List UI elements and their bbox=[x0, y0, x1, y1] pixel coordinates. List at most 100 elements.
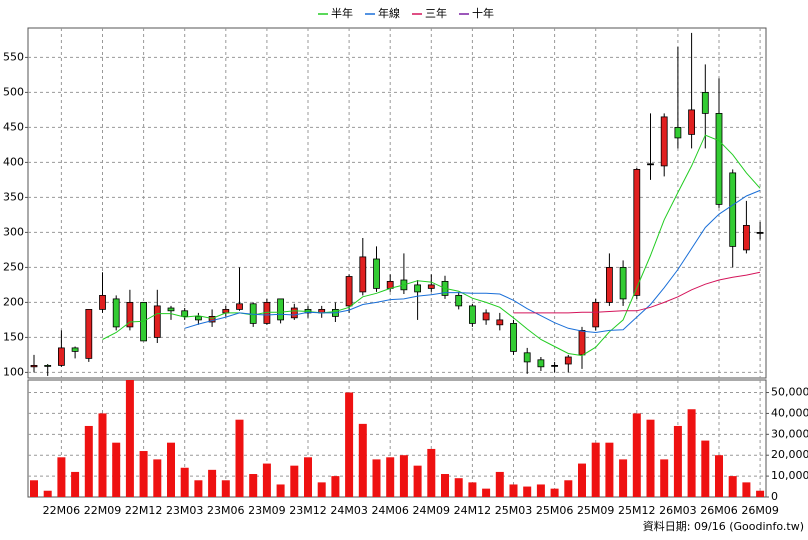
volume-bar bbox=[386, 457, 395, 497]
candle-body bbox=[496, 319, 504, 326]
candle-body bbox=[373, 258, 380, 289]
x-tick-label: 23M12 bbox=[289, 504, 327, 517]
volume-bar bbox=[290, 465, 299, 497]
y2-tick-label: 30,000 bbox=[771, 427, 808, 440]
candle-body bbox=[551, 364, 558, 367]
candle-body bbox=[482, 312, 490, 321]
x-tick-label: 22M12 bbox=[125, 504, 163, 517]
volume-bar bbox=[358, 423, 367, 497]
candle-body bbox=[619, 266, 627, 300]
candle-body bbox=[606, 266, 613, 303]
y2-tick-label: 20,000 bbox=[771, 448, 808, 461]
candle-body bbox=[578, 329, 586, 356]
candle-body bbox=[236, 303, 243, 310]
volume-panel bbox=[27, 379, 767, 498]
volume-bar bbox=[632, 413, 641, 497]
volume-bar bbox=[345, 392, 354, 497]
volume-bar bbox=[331, 476, 340, 497]
y-tick-label: 350 bbox=[3, 190, 24, 203]
volume-bar bbox=[728, 476, 737, 497]
y2-tick-label: 0 bbox=[771, 490, 778, 503]
candle-body bbox=[112, 298, 120, 328]
volume-bar bbox=[454, 478, 463, 497]
candle-body bbox=[455, 294, 463, 307]
volume-bar bbox=[482, 488, 491, 497]
candle-body bbox=[564, 356, 572, 365]
volume-bar bbox=[413, 465, 422, 497]
legend-label: 三年 bbox=[425, 6, 447, 20]
volume-bar bbox=[687, 409, 696, 497]
volume-bar bbox=[57, 457, 66, 497]
volume-bar bbox=[591, 442, 600, 497]
x-tick-label: 26M06 bbox=[700, 504, 738, 517]
volume-bar bbox=[125, 380, 134, 497]
candle-body bbox=[359, 256, 367, 293]
volume-bar bbox=[646, 419, 655, 497]
candle-body bbox=[701, 92, 709, 114]
x-tick-label: 26M03 bbox=[659, 504, 697, 517]
candle-body bbox=[153, 305, 161, 338]
candle-body bbox=[290, 307, 298, 319]
volume-bar bbox=[399, 455, 408, 497]
candle-body bbox=[660, 116, 668, 167]
x-tick-label: 24M12 bbox=[454, 504, 492, 517]
volume-bar bbox=[71, 471, 80, 497]
price-panel bbox=[27, 27, 767, 379]
x-tick-label: 24M06 bbox=[371, 504, 409, 517]
volume-bar bbox=[221, 480, 230, 497]
volume-bar bbox=[235, 419, 244, 497]
ma-line bbox=[102, 134, 761, 357]
candle-body bbox=[30, 364, 38, 368]
volume-bar bbox=[43, 490, 52, 497]
volume-bar bbox=[372, 459, 381, 497]
candle-body bbox=[427, 284, 435, 289]
volume-bar bbox=[619, 459, 628, 497]
volume-bar bbox=[468, 482, 477, 497]
x-tick-label: 26M09 bbox=[741, 504, 779, 517]
y2-tick-label: 50,000 bbox=[771, 386, 808, 399]
candle-body bbox=[44, 364, 52, 367]
x-tick-label: 25M06 bbox=[536, 504, 574, 517]
candle-body bbox=[715, 113, 723, 205]
volume-bar bbox=[701, 440, 710, 497]
volume-bar bbox=[180, 467, 189, 497]
volume-bar bbox=[564, 480, 573, 497]
candle-body bbox=[729, 172, 737, 247]
candle-body bbox=[537, 359, 545, 368]
volume-bar bbox=[262, 463, 271, 497]
candle-body bbox=[647, 163, 654, 166]
y-tick-label: 500 bbox=[3, 85, 24, 98]
candle-body bbox=[756, 231, 764, 234]
volume-bar bbox=[441, 474, 449, 497]
volume-bar bbox=[249, 474, 258, 497]
volume-bar bbox=[276, 484, 285, 497]
x-tick-label: 25M09 bbox=[577, 504, 615, 517]
y2-tick-label: 10,000 bbox=[771, 469, 808, 482]
candle-body bbox=[345, 276, 353, 307]
volume-bar bbox=[536, 484, 545, 497]
y2-tick-label: 40,000 bbox=[771, 406, 808, 419]
volume-bar bbox=[715, 455, 723, 497]
y-tick-label: 150 bbox=[3, 330, 24, 343]
candle-body bbox=[58, 347, 65, 366]
candle-body bbox=[523, 352, 531, 363]
y-tick-label: 550 bbox=[3, 50, 24, 63]
y-tick-label: 450 bbox=[3, 120, 24, 133]
candle-body bbox=[181, 310, 189, 317]
legend-label: 半年 bbox=[331, 6, 353, 20]
candle-body bbox=[99, 294, 106, 310]
candle-body bbox=[592, 301, 600, 328]
y-tick-label: 100 bbox=[3, 365, 24, 378]
candle-body bbox=[167, 307, 175, 312]
candle-body bbox=[85, 308, 93, 359]
y-tick-label: 400 bbox=[3, 155, 24, 168]
candle-body bbox=[71, 347, 79, 352]
x-tick-label: 25M12 bbox=[618, 504, 656, 517]
ma-line bbox=[184, 189, 761, 334]
x-tick-label: 25M03 bbox=[495, 504, 533, 517]
volume-bar bbox=[660, 459, 669, 497]
candle-body bbox=[743, 224, 750, 251]
x-tick-label: 23M03 bbox=[166, 504, 204, 517]
candle-body bbox=[414, 284, 422, 293]
